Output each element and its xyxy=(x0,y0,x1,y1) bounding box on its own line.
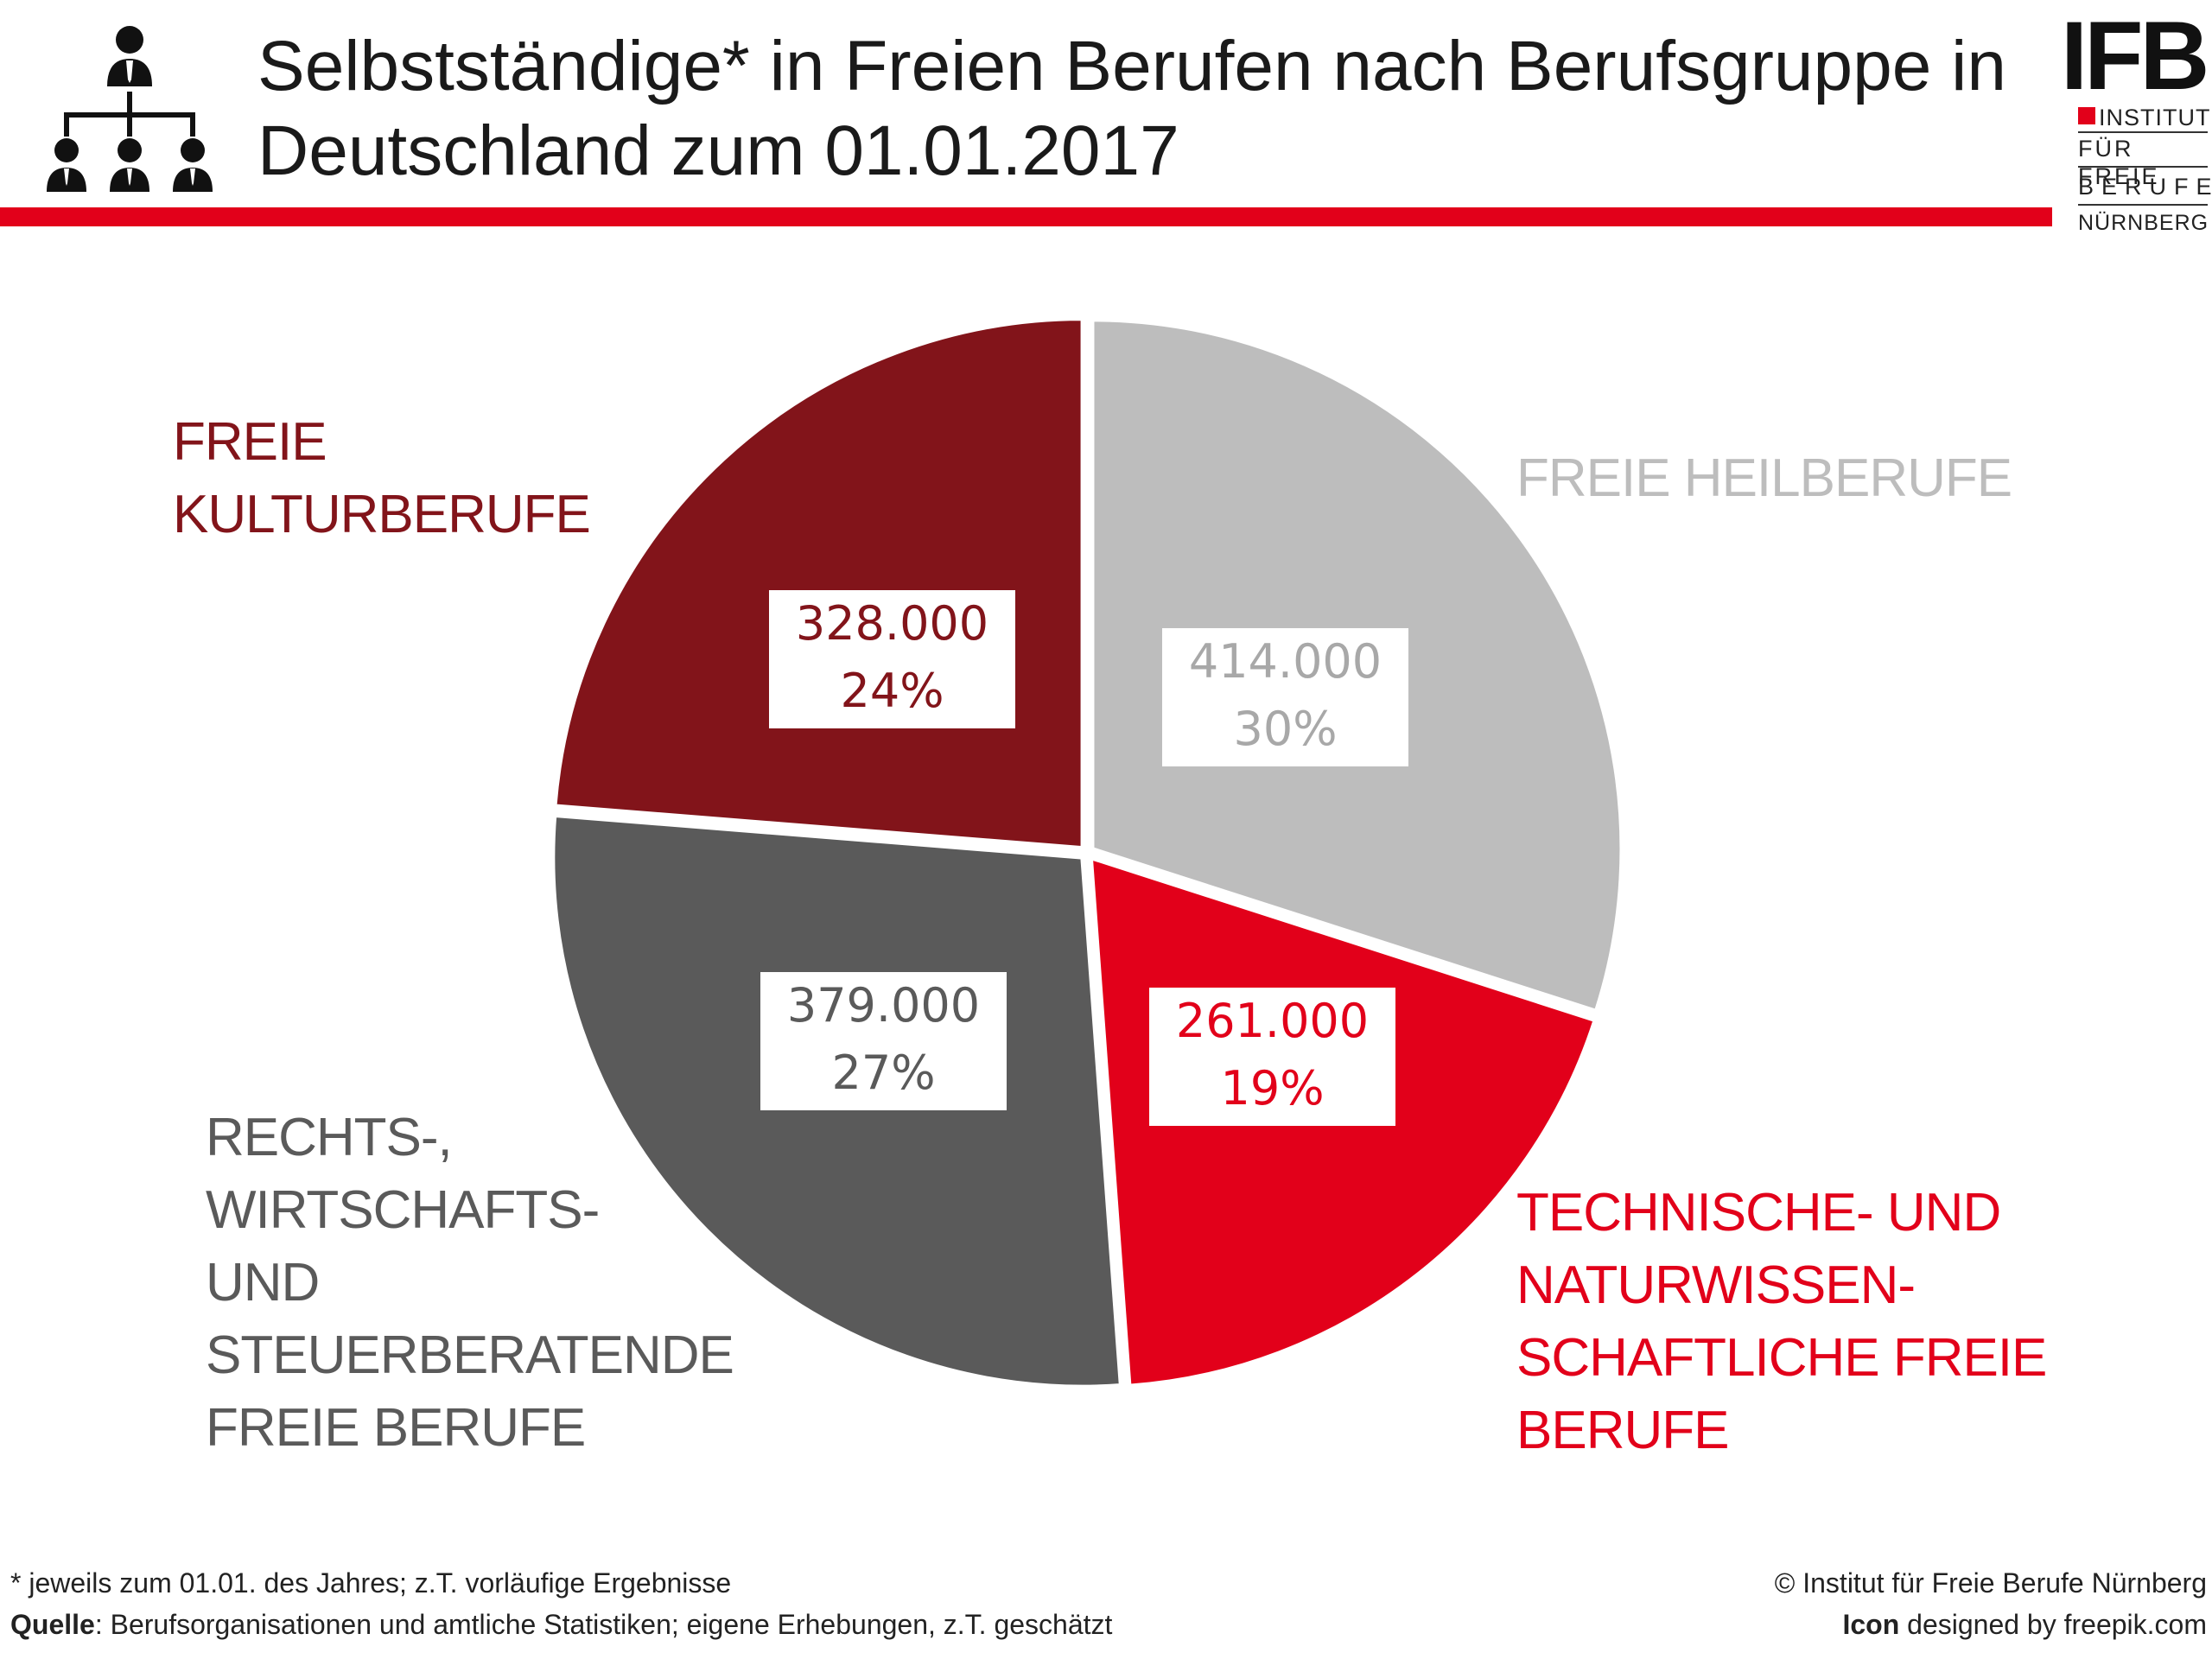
category-label-line: FREIE BERUFE xyxy=(206,1398,586,1458)
logo-rule xyxy=(2078,131,2208,133)
logo-line-2: FÜR FREIE xyxy=(2078,136,2160,189)
organization-chart-icon xyxy=(47,26,213,192)
category-label-line: FREIE xyxy=(173,412,327,472)
value-box-recht: 379.000 27% xyxy=(760,972,1007,1110)
category-label-line: FREIE HEILBERUFE xyxy=(1516,448,2012,508)
category-label-line: KULTURBERUFE xyxy=(173,485,591,544)
category-label-line: WIRTSCHAFTS- xyxy=(206,1180,600,1240)
slice-value-label: 414.000 xyxy=(1188,634,1382,689)
logo-line-4: NÜRNBERG xyxy=(2078,211,2209,235)
logo-red-square xyxy=(2078,107,2095,124)
logo-line-1: INSTITUT xyxy=(2099,105,2211,130)
source-note: Quelle: Berufsorganisationen und amtlich… xyxy=(10,1605,1112,1643)
logo-line-3: BERUFE xyxy=(2078,174,2212,200)
footnote: * jeweils zum 01.01. des Jahres; z.T. vo… xyxy=(10,1567,732,1599)
source-label: Quelle xyxy=(10,1609,95,1640)
title-divider xyxy=(0,207,2052,226)
logo-rule xyxy=(2078,204,2208,206)
slice-percent-label: 24% xyxy=(840,664,944,718)
icon-credit: Icon designed by freepik.com xyxy=(1842,1605,2207,1643)
icon-credit-label: Icon xyxy=(1842,1609,1900,1640)
logo-mark: IFB xyxy=(2061,2,2209,110)
ifb-logo: IFB INSTITUT FÜR FREIE BERUFE NÜRNBERG xyxy=(2061,2,2212,236)
category-label-line: NATURWISSEN- xyxy=(1516,1255,1916,1315)
slice-value-label: 261.000 xyxy=(1175,994,1370,1048)
category-label-line: RECHTS-, xyxy=(206,1108,453,1167)
value-box-heil: 414.000 30% xyxy=(1162,628,1408,766)
category-label-line: STEUERBERATENDE xyxy=(206,1325,734,1385)
category-label-line: SCHAFTLICHE FREIE xyxy=(1516,1328,2047,1388)
slice-value-label: 328.000 xyxy=(795,596,989,651)
logo-rule xyxy=(2078,166,2208,168)
category-label-kultur: FREIE KULTURBERUFE xyxy=(173,406,591,551)
slice-value-label: 379.000 xyxy=(786,978,981,1033)
pie-slice xyxy=(553,317,1084,850)
category-label-line: TECHNISCHE- UND xyxy=(1516,1183,2001,1243)
slice-percent-label: 30% xyxy=(1233,702,1338,756)
source-text: : Berufsorganisationen und amtliche Stat… xyxy=(94,1609,1113,1640)
slice-percent-label: 27% xyxy=(831,1046,936,1100)
value-box-kultur: 328.000 24% xyxy=(769,590,1015,728)
chart-title: Selbstständige* in Freien Berufen nach B… xyxy=(257,27,2006,190)
copyright: © Institut für Freie Berufe Nürnberg xyxy=(1774,1567,2207,1599)
slice-percent-label: 19% xyxy=(1220,1061,1325,1116)
category-label-technik: TECHNISCHE- UND NATURWISSEN- SCHAFTLICHE… xyxy=(1516,1177,2047,1467)
value-box-technik: 261.000 19% xyxy=(1149,988,1395,1126)
category-label-recht: RECHTS-, WIRTSCHAFTS- UND STEUERBERATEND… xyxy=(206,1102,734,1465)
category-label-line: UND xyxy=(206,1253,320,1313)
category-label-heil: FREIE HEILBERUFE xyxy=(1516,442,2012,515)
icon-credit-text: designed by freepik.com xyxy=(1899,1609,2207,1640)
category-label-line: BERUFE xyxy=(1516,1401,1729,1460)
